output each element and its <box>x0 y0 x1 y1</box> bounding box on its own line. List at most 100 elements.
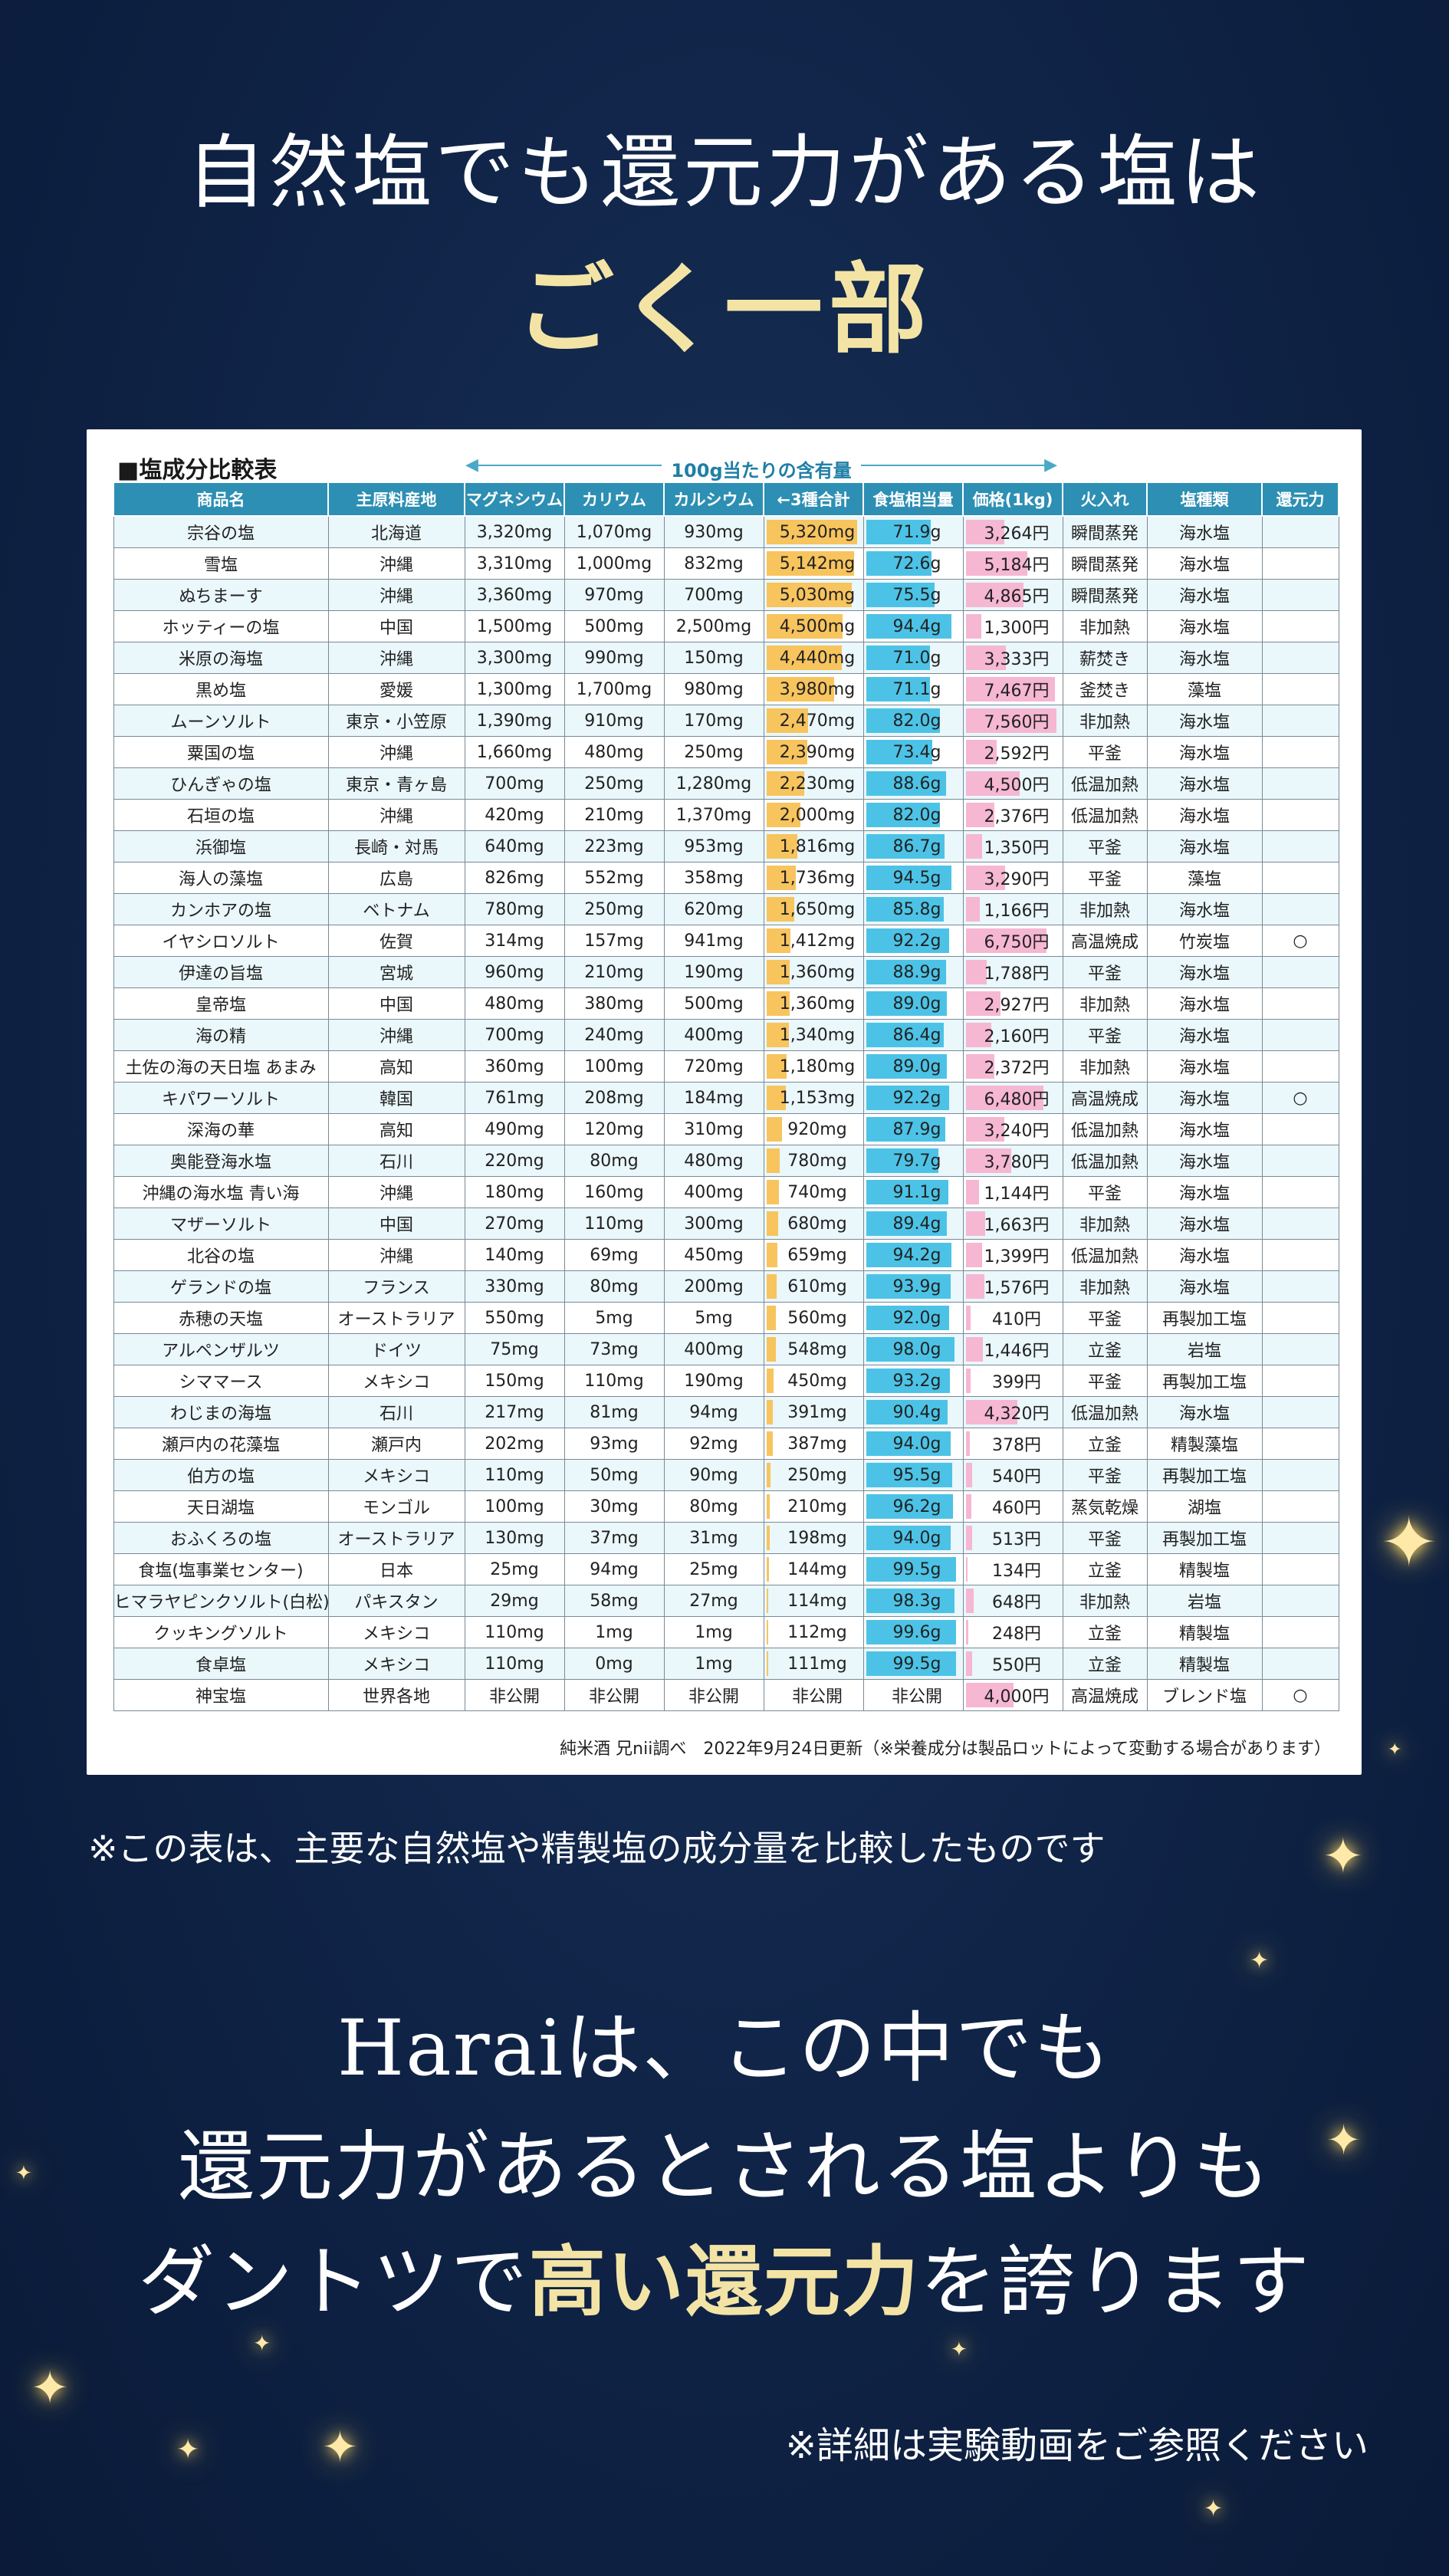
sparkle-icon: ✦ <box>1204 2496 1224 2522</box>
price-cell: 648円 <box>962 1585 1063 1617</box>
calcium-cell: 480mg <box>663 1145 764 1177</box>
value-bar <box>766 1400 774 1424</box>
salt-equivalent-cell: 91.1g <box>863 1176 964 1208</box>
salt-equivalent-cell-text: 72.6g <box>892 554 941 573</box>
value-bar <box>965 1337 984 1362</box>
sparkle-icon: ✦ <box>1322 1829 1364 1885</box>
magnesium-cell: 960mg <box>464 956 565 988</box>
total-cell-text: 114mg <box>787 1591 847 1611</box>
heating-method-cell: 非加熱 <box>1062 893 1148 925</box>
magnesium-cell: 550mg <box>464 1302 565 1334</box>
heating-method-cell: 平釜 <box>1062 1302 1148 1334</box>
salt-equivalent-cell: 94.0g <box>863 1522 964 1554</box>
table-row: 海人の藻塩 広島 826mg 552mg 358mg 1,736mg 94.5g 3,290円… <box>113 862 1339 894</box>
origin-cell: 瀬戸内 <box>327 1428 465 1460</box>
value-bar <box>866 583 935 607</box>
table-row: イヤシロソルト 佐賀 314mg 157mg 941mg 1,412mg 92.2g 6,75… <box>113 925 1339 957</box>
salt-equivalent-cell: 93.9g <box>863 1270 964 1303</box>
origin-cell: 沖縄 <box>327 799 465 831</box>
heating-method-cell: 平釜 <box>1062 1019 1148 1051</box>
total-cell-text: 2,470mg <box>779 711 856 731</box>
magnesium-cell: 700mg <box>464 767 565 800</box>
heating-method-cell: 低温加熱 <box>1062 767 1148 800</box>
price-cell-text: 540円 <box>992 1467 1041 1487</box>
heating-method-cell: 非加熱 <box>1062 1270 1148 1303</box>
origin-cell: 沖縄 <box>327 1239 465 1271</box>
salt-equivalent-cell-text: 71.9g <box>892 522 941 542</box>
total-cell-text: 1,650mg <box>779 899 856 919</box>
total-cell-text: 1,412mg <box>779 931 856 951</box>
table-row: カンホアの塩 ベトナム 780mg 250mg 620mg 1,650mg 85.8g 1,1… <box>113 893 1339 925</box>
table-row: 奥能登海水塩 石川 220mg 80mg 480mg 780mg 79.7g 3,780円 低温… <box>113 1145 1339 1177</box>
product-name: マザーソルト <box>113 1208 329 1240</box>
product-name: 黒め塩 <box>113 673 329 705</box>
price-cell-text: 5,184円 <box>984 556 1050 575</box>
price-cell-text: 3,240円 <box>984 1122 1050 1141</box>
salt-type-cell: 精製塩 <box>1146 1553 1263 1585</box>
value-bar <box>866 834 945 859</box>
table-row: 浜御塩 長崎・対馬 640mg 223mg 953mg 1,816mg 86.7g 1,350… <box>113 830 1339 863</box>
salt-type-cell: 岩塩 <box>1146 1585 1263 1617</box>
salt-equivalent-cell: 94.2g <box>863 1239 964 1271</box>
sparkle-icon: ✦ <box>15 2162 32 2185</box>
unit-label: 100g当たりの含有量 <box>671 460 852 481</box>
table-row: 伊達の旨塩 宮城 960mg 210mg 190mg 1,360mg 88.9g 1,788円… <box>113 956 1339 988</box>
product-name: 深海の華 <box>113 1113 329 1145</box>
table-row: 土佐の海の天日塩 あまみ 高知 360mg 100mg 720mg 1,180mg 89.0… <box>113 1050 1339 1083</box>
price-cell: 1,399円 <box>962 1239 1063 1271</box>
salt-equivalent-cell: 89.4g <box>863 1208 964 1240</box>
origin-cell: 日本 <box>327 1553 465 1585</box>
total-cell: 210mg <box>763 1490 864 1523</box>
calcium-cell: 31mg <box>663 1522 764 1554</box>
value-bar <box>965 803 994 827</box>
total-cell-text: 560mg <box>787 1308 847 1328</box>
reduction-mark-cell <box>1261 956 1339 988</box>
value-bar <box>766 1180 779 1204</box>
reduction-mark-cell <box>1261 1113 1339 1145</box>
column-header: 商品名 <box>113 481 329 517</box>
heating-method-cell: 立釜 <box>1062 1428 1148 1460</box>
total-cell-text: 2,390mg <box>779 742 856 762</box>
total-cell-text: 198mg <box>787 1528 847 1548</box>
salt-equivalent-cell-text: 92.2g <box>892 931 941 951</box>
value-bar <box>965 677 1056 702</box>
total-cell: 111mg <box>763 1648 864 1680</box>
salt-type-cell: 海水塩 <box>1146 1019 1263 1051</box>
potassium-cell: 93mg <box>564 1428 665 1460</box>
value-bar <box>866 1306 950 1330</box>
magnesium-cell: 1,300mg <box>464 673 565 705</box>
price-cell: 3,264円 <box>962 515 1063 548</box>
total-cell-text: 111mg <box>787 1654 847 1674</box>
sparkle-icon: ✦ <box>253 2331 271 2356</box>
value-bar <box>866 1589 955 1613</box>
total-cell: 2,390mg <box>763 736 864 768</box>
total-cell-text: 1,736mg <box>779 868 856 888</box>
salt-equivalent-cell-text: 94.0g <box>892 1434 941 1454</box>
price-cell-text: 3,290円 <box>984 870 1050 889</box>
total-cell: 5,142mg <box>763 547 864 580</box>
potassium-cell: 210mg <box>564 799 665 831</box>
reduction-mark-cell <box>1261 736 1339 768</box>
salt-type-cell: 海水塩 <box>1146 830 1263 863</box>
table-row: 粟国の塩 沖縄 1,660mg 480mg 250mg 2,390mg 73.4g 2,592… <box>113 736 1339 768</box>
product-name: クッキングソルト <box>113 1616 329 1648</box>
potassium-cell: 240mg <box>564 1019 665 1051</box>
value-bar <box>965 1400 1017 1424</box>
total-cell: 非公開 <box>763 1679 864 1711</box>
origin-cell: 愛媛 <box>327 673 465 705</box>
reduction-mark-cell <box>1261 799 1339 831</box>
unit-line-right <box>861 465 1053 466</box>
price-cell: 7,560円 <box>962 705 1063 737</box>
magnesium-cell: 非公開 <box>464 1679 565 1711</box>
potassium-cell: 110mg <box>564 1208 665 1240</box>
price-cell: 1,144円 <box>962 1176 1063 1208</box>
heating-method-cell: 釜焚き <box>1062 673 1148 705</box>
reduction-mark-cell <box>1261 1270 1339 1303</box>
product-name: ホッティーの塩 <box>113 610 329 642</box>
product-name: アルペンザルツ <box>113 1333 329 1365</box>
salt-equivalent-cell: 非公開 <box>863 1679 964 1711</box>
potassium-cell: 210mg <box>564 956 665 988</box>
salt-equivalent-cell-text: 82.0g <box>892 805 941 825</box>
value-bar <box>766 646 842 670</box>
value-bar <box>866 1148 938 1173</box>
